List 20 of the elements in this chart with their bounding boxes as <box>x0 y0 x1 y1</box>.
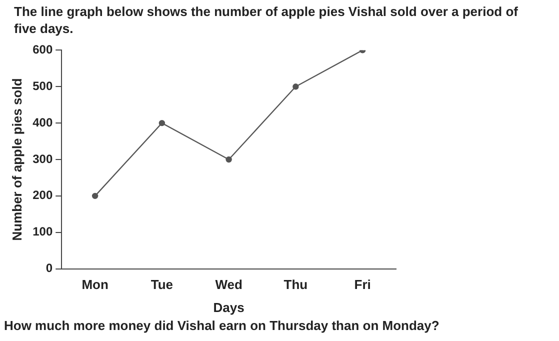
y-tick-label: 0 <box>46 261 53 276</box>
y-tick-label: 400 <box>32 115 53 130</box>
x-tick-label: Tue <box>150 277 174 292</box>
y-tick-label: 500 <box>32 78 53 93</box>
x-axis-title: Days <box>213 300 244 315</box>
x-tick-label: Mon <box>82 277 108 292</box>
y-tick-label: 100 <box>32 224 53 239</box>
point <box>226 156 232 163</box>
y-tick-label: 600 <box>32 42 53 57</box>
point <box>292 84 299 90</box>
chart-title: The line graph below shows the number of apple pies Vishal sold over a period of five days. <box>14 3 519 37</box>
x-tick-label: Thu <box>284 277 308 292</box>
point <box>92 192 98 200</box>
x-tick-label: Fri <box>354 277 371 292</box>
text: How much more money did Vishal earn on Thursday than on Monday? <box>4 318 440 333</box>
x-tick-label: Wed <box>215 277 242 292</box>
point <box>158 120 166 126</box>
y-axis-title: Number of apple pies sold <box>9 78 24 241</box>
y-tick-label: 300 <box>32 152 53 166</box>
y-tick-label: 200 <box>32 188 53 202</box>
